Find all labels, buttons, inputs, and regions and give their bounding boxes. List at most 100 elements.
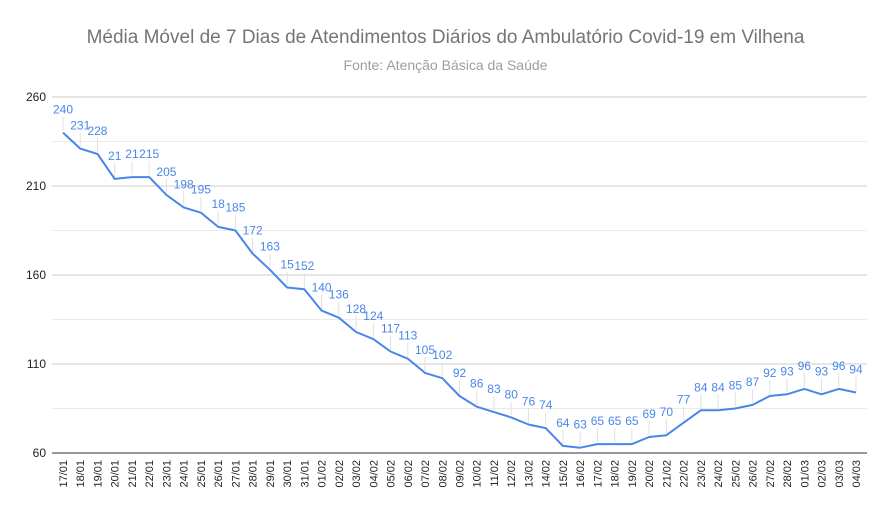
x-tick-label: 22/02 (679, 460, 691, 488)
grid-lines (52, 96, 867, 454)
data-label: 85 (729, 379, 743, 393)
x-tick-label: 25/01 (196, 460, 208, 488)
data-label: 84 (711, 380, 725, 394)
x-tick-label: 15/02 (558, 460, 570, 488)
data-label: 128 (346, 302, 366, 316)
data-label: 113 (398, 329, 417, 343)
x-tick-label: 06/02 (403, 460, 415, 488)
data-label: 64 (556, 416, 570, 430)
x-tick-label: 02/02 (334, 460, 346, 488)
data-label: 21 (108, 149, 122, 163)
x-tick-label: 27/02 (765, 460, 777, 488)
x-tick-label: 17/02 (592, 460, 604, 488)
data-label: 136 (329, 288, 349, 302)
data-label: 80 (505, 387, 519, 401)
data-label: 140 (312, 281, 332, 295)
data-label: 92 (453, 366, 467, 380)
x-tick-label: 03/02 (351, 460, 363, 488)
x-tick-label: 28/02 (782, 460, 794, 488)
data-label: 205 (156, 165, 176, 179)
x-tick-label: 09/02 (455, 460, 467, 488)
x-tick-label: 18/02 (610, 460, 622, 488)
data-label: 96 (798, 359, 812, 373)
data-label: 240 (53, 103, 73, 117)
data-label: 117 (381, 322, 400, 336)
data-label: 86 (470, 377, 484, 391)
x-tick-label: 27/01 (230, 460, 242, 488)
x-tick-label: 23/01 (161, 460, 173, 488)
data-label: 70 (660, 405, 674, 419)
data-label: 105 (415, 343, 435, 357)
x-tick-label: 11/02 (489, 460, 501, 487)
label-leaders (62, 116, 857, 446)
data-label: 92 (763, 366, 777, 380)
y-tick-label: 110 (27, 357, 46, 371)
x-tick-label: 20/02 (644, 460, 656, 488)
data-label: 65 (608, 414, 622, 428)
x-axis-ticks: 17/01 18/01 19/01 20/01 21/01 22/01 23/01 24/01… (58, 460, 863, 488)
data-label: 94 (849, 362, 863, 376)
data-label: 77 (677, 393, 691, 407)
x-tick-label: 21/01 (127, 460, 139, 488)
chart-title: Média Móvel de 7 Dias de Atendimentos Di… (86, 27, 805, 48)
x-tick-label: 29/01 (265, 460, 277, 488)
x-tick-label: 13/02 (523, 460, 535, 488)
x-tick-label: 07/02 (420, 460, 432, 488)
data-label: 231 (70, 119, 90, 133)
y-tick-label: 210 (26, 179, 46, 193)
x-tick-label: 10/02 (472, 460, 484, 488)
data-label: 195 (191, 183, 211, 197)
y-tick-label: 160 (26, 268, 46, 282)
data-label: 96 (832, 359, 846, 373)
series-line-path (62, 131, 857, 449)
chart-subtitle: Fonte: Atenção Básica da Saúde (343, 57, 548, 73)
x-tick-label: 19/02 (627, 460, 639, 488)
x-tick-label: 31/01 (299, 460, 311, 488)
x-tick-label: 24/01 (179, 460, 191, 488)
data-label: 65 (625, 414, 639, 428)
data-label: 83 (487, 382, 501, 396)
y-axis-ticks: 260 210 160 110 60 (26, 90, 46, 460)
x-tick-label: 28/01 (248, 460, 260, 488)
data-label: 76 (522, 395, 536, 409)
x-tick-label: 05/02 (386, 460, 398, 488)
data-label: 102 (432, 348, 452, 362)
x-tick-label: 20/01 (110, 460, 122, 488)
x-tick-label: 01/03 (799, 460, 811, 488)
x-tick-label: 01/02 (317, 460, 329, 488)
x-tick-label: 12/02 (506, 460, 518, 488)
data-label: 69 (642, 407, 656, 421)
data-label: 84 (694, 380, 708, 394)
x-tick-label: 02/03 (817, 460, 829, 488)
data-label: 87 (746, 375, 760, 389)
x-tick-label: 18/01 (75, 460, 87, 488)
series-line (62, 131, 857, 449)
x-tick-label: 14/02 (541, 460, 553, 488)
data-label: 152 (294, 259, 314, 273)
data-label: 198 (174, 177, 194, 191)
x-tick-label: 19/01 (92, 460, 104, 488)
data-label: 215 (139, 147, 159, 161)
x-tick-label: 24/02 (713, 460, 725, 488)
y-tick-label: 260 (26, 90, 46, 104)
data-label: 163 (260, 240, 280, 254)
x-tick-label: 04/03 (851, 460, 863, 488)
x-tick-label: 23/02 (696, 460, 708, 488)
data-label: 93 (815, 364, 829, 378)
data-label: 185 (225, 201, 245, 215)
data-label: 124 (363, 309, 383, 323)
x-tick-label: 17/01 (58, 460, 70, 488)
y-tick-label: 60 (33, 446, 47, 460)
data-label: 93 (780, 364, 794, 378)
x-tick-label: 25/02 (730, 460, 742, 488)
x-tick-label: 04/02 (368, 460, 380, 488)
x-tick-label: 21/02 (661, 460, 673, 488)
x-tick-label: 08/02 (437, 460, 449, 488)
x-tick-label: 30/01 (282, 460, 294, 488)
data-label: 228 (87, 124, 107, 138)
data-label: 15 (280, 257, 294, 271)
data-label: 21 (125, 147, 139, 161)
data-label: 18 (211, 197, 225, 211)
